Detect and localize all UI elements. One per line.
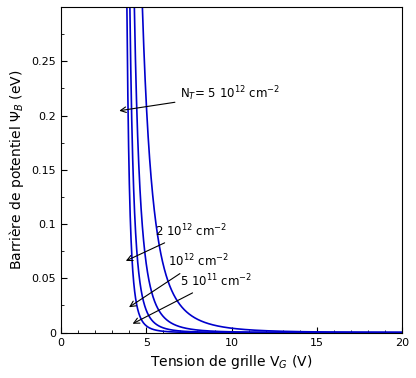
Text: 10$^{12}$ cm$^{-2}$: 10$^{12}$ cm$^{-2}$ — [130, 253, 230, 307]
Text: 5 10$^{11}$ cm$^{-2}$: 5 10$^{11}$ cm$^{-2}$ — [134, 272, 253, 323]
Text: N$_{T}$= 5 10$^{12}$ cm$^{-2}$: N$_{T}$= 5 10$^{12}$ cm$^{-2}$ — [121, 84, 280, 113]
Text: 2 10$^{12}$ cm$^{-2}$: 2 10$^{12}$ cm$^{-2}$ — [127, 222, 227, 260]
Y-axis label: Barrière de potentiel Ψ$_{B}$ (eV): Barrière de potentiel Ψ$_{B}$ (eV) — [7, 70, 26, 270]
X-axis label: Tension de grille V$_{G}$ (V): Tension de grille V$_{G}$ (V) — [150, 353, 313, 371]
